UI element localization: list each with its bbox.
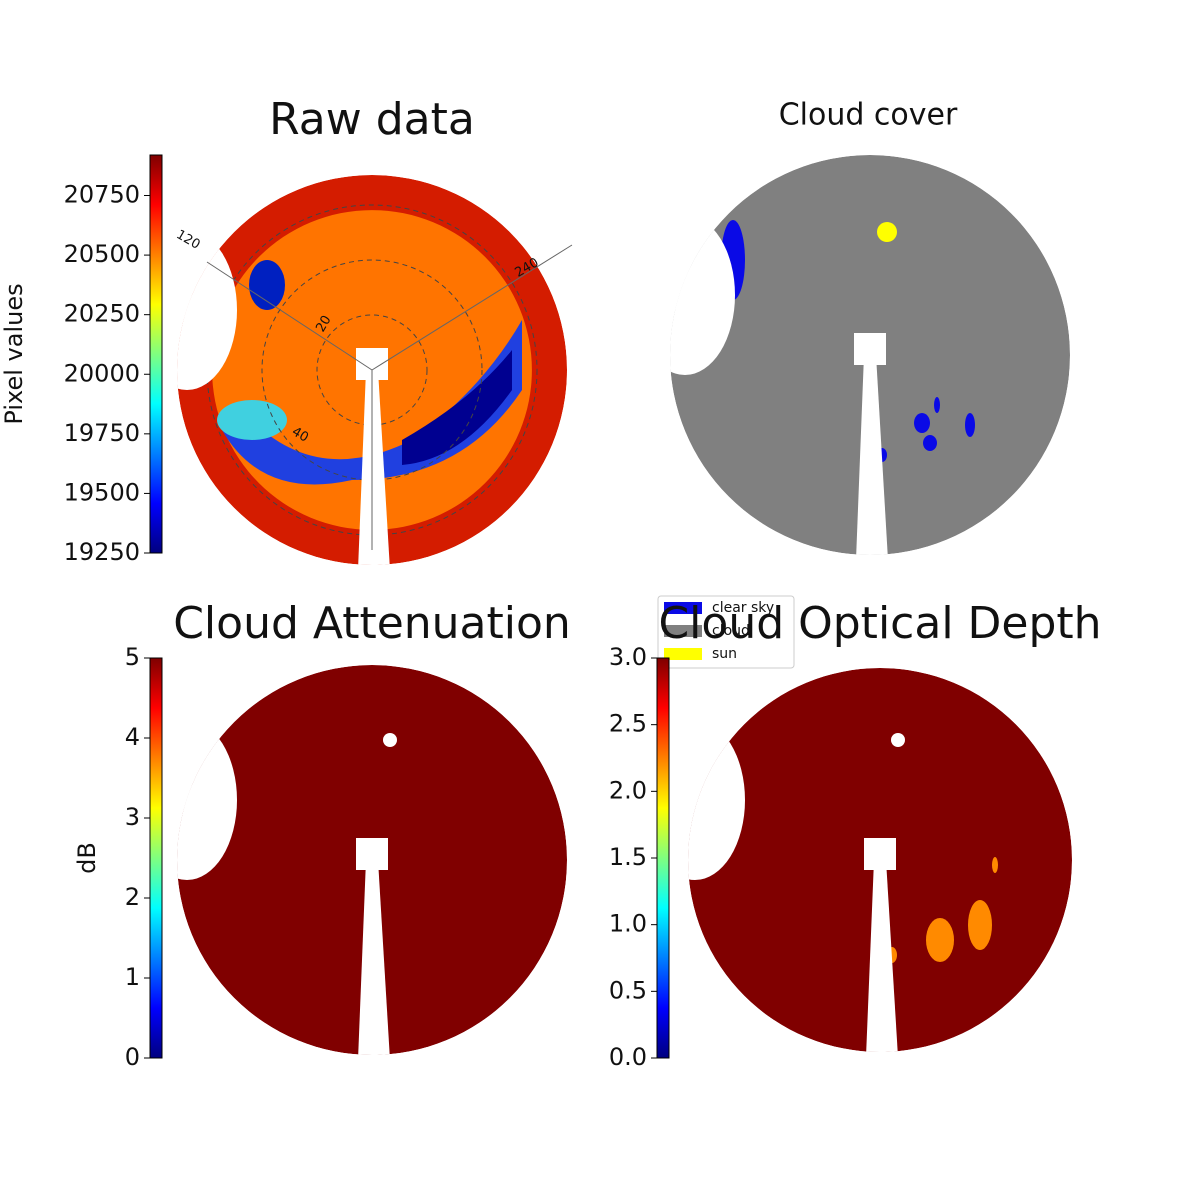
sky-image xyxy=(177,175,567,565)
legend-swatch xyxy=(664,648,702,660)
polar-ring xyxy=(316,314,428,426)
sky-image xyxy=(688,668,1072,1052)
panel-title: Cloud Attenuation xyxy=(173,598,571,649)
clear-patch xyxy=(914,413,930,433)
polar-label: 40 xyxy=(289,424,311,445)
thin-cloud xyxy=(926,918,954,962)
thin-cloud xyxy=(992,857,998,873)
clear-core xyxy=(402,350,512,465)
colorbar-tick-label: 20250 xyxy=(64,300,140,328)
legend-swatch xyxy=(664,625,702,637)
polar-spoke xyxy=(371,244,573,371)
legend-label: clear sky xyxy=(712,600,774,616)
clear-patch xyxy=(934,397,940,413)
colorbar-tick-label: 4 xyxy=(125,723,140,751)
housing-mask xyxy=(864,838,896,870)
colorbar-tick-label: 3.0 xyxy=(609,643,647,671)
notch-mask xyxy=(670,215,735,375)
sky-image xyxy=(670,155,1070,555)
clear-patch xyxy=(923,435,937,451)
legend-swatch xyxy=(664,602,702,614)
mast-mask xyxy=(358,860,390,1055)
panel-title: Cloud Optical Depth xyxy=(658,598,1101,649)
sun-mask xyxy=(891,733,905,747)
mast-mask xyxy=(866,860,898,1052)
colorbar-tick-label: 0.0 xyxy=(609,1043,647,1071)
colorbar-tick-label: 20750 xyxy=(64,181,140,209)
colorbar xyxy=(149,154,163,554)
colorbar-tick-label: 0 xyxy=(125,1043,140,1071)
colorbar-tick-label: 1 xyxy=(125,963,140,991)
panel-title: Raw data xyxy=(269,94,475,145)
polar-spoke xyxy=(206,261,373,371)
sun xyxy=(877,222,897,242)
colorbar-tick-label: 2 xyxy=(125,883,140,911)
legend-label: sun xyxy=(712,646,737,662)
colorbar-tick-label: 5 xyxy=(125,643,140,671)
legend-label: cloud xyxy=(712,623,750,639)
colorbar-tick-label: 19750 xyxy=(64,419,140,447)
housing-mask xyxy=(356,838,388,870)
colorbar-tick-label: 0.5 xyxy=(609,976,647,1004)
clear-patch xyxy=(249,260,285,310)
colorbar-tick-label: 20500 xyxy=(64,240,140,268)
thin-cloud xyxy=(968,900,992,950)
colorbar-tick-label: 1.0 xyxy=(609,910,647,938)
sun-mask xyxy=(383,733,397,747)
thin-patch xyxy=(217,400,287,440)
colorbar-tick-label: 19500 xyxy=(64,478,140,506)
panel-title: Cloud cover xyxy=(779,98,958,133)
mast-mask xyxy=(856,355,888,555)
colorbar-tick-label: 2.5 xyxy=(609,710,647,738)
housing-mask xyxy=(854,333,886,365)
colorbar-tick-label: 1.5 xyxy=(609,843,647,871)
colorbar xyxy=(149,657,163,1059)
colorbar-tick-label: 2.0 xyxy=(609,776,647,804)
polar-label: 120 xyxy=(173,227,202,252)
polar-label: 20 xyxy=(313,313,334,335)
colorbar-tick-label: 3 xyxy=(125,803,140,831)
colorbar-label: Pixel values xyxy=(0,283,28,424)
clear-patch xyxy=(965,413,975,437)
mast-mask xyxy=(358,370,390,565)
colorbar-label: dB xyxy=(73,842,101,874)
polar-ring xyxy=(206,204,538,536)
colorbar xyxy=(656,657,670,1059)
colorbar-tick-label: 19250 xyxy=(64,538,140,566)
sky-image xyxy=(177,665,567,1055)
colorbar-tick-label: 20000 xyxy=(64,359,140,387)
